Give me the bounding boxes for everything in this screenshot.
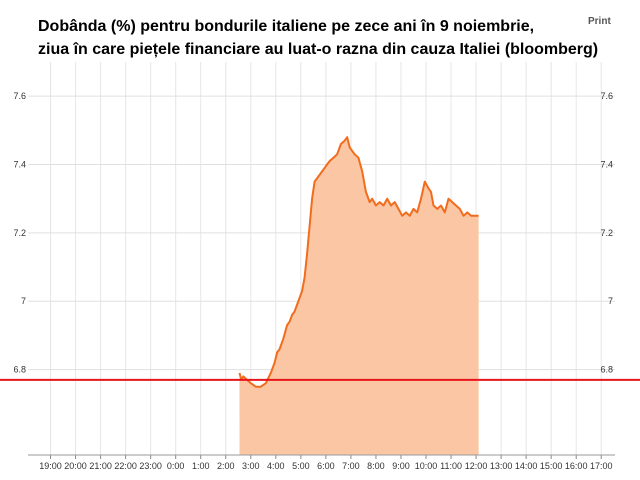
y-tick-label-right: 7.4 — [600, 160, 613, 170]
y-tick-labels-right: 6.8 7 7.2 7.4 7.6 — [600, 91, 613, 374]
x-tick-label: 13:00 — [490, 461, 513, 471]
y-tick-label-right: 7 — [608, 296, 613, 306]
x-tick-label: 12:00 — [465, 461, 488, 471]
x-tick-label: 4:00 — [267, 461, 285, 471]
x-tick-label: 21:00 — [89, 461, 112, 471]
axes — [28, 454, 615, 459]
y-tick-label-right: 7.6 — [600, 91, 613, 101]
x-tick-label: 15:00 — [540, 461, 563, 471]
y-tick-label-left: 7 — [21, 296, 26, 306]
y-tick-label-right: 6.8 — [600, 365, 613, 375]
x-tick-label: 0:00 — [167, 461, 185, 471]
x-tick-label: 20:00 — [64, 461, 87, 471]
x-tick-label: 2:00 — [217, 461, 235, 471]
chart-title-line-1: Dobânda (%) pentru bondurile italiene pe… — [38, 18, 534, 35]
x-tick-label: 10:00 — [415, 461, 438, 471]
area-layer — [238, 136, 479, 455]
y-tick-label-right: 7.2 — [600, 228, 613, 238]
y-tick-label-left: 7.6 — [13, 91, 26, 101]
x-tick-label: 6:00 — [317, 461, 335, 471]
x-tick-label: 23:00 — [139, 461, 162, 471]
x-tick-label: 5:00 — [292, 461, 310, 471]
x-tick-label: 22:00 — [114, 461, 137, 471]
x-tick-label: 9:00 — [392, 461, 410, 471]
print-link[interactable]: Print — [588, 16, 611, 27]
y-tick-labels-left: 6.8 7 7.2 7.4 7.6 — [13, 91, 26, 374]
x-tick-label: 19:00 — [39, 461, 62, 471]
chart-title: Dobânda (%) pentru bondurile italiene pe… — [38, 18, 598, 58]
x-tick-label: 3:00 — [242, 461, 260, 471]
x-tick-label: 11:00 — [440, 461, 462, 471]
series-area-fill — [239, 137, 479, 455]
x-tick-labels: 19:00 20:00 21:00 22:00 23:00 0:00 1:00 2:00 3:0… — [39, 461, 612, 471]
x-tick-label: 1:00 — [192, 461, 210, 471]
x-tick-label: 7:00 — [342, 461, 360, 471]
x-tick-label: 14:00 — [515, 461, 538, 471]
series-line — [238, 136, 479, 388]
x-tick-label: 17:00 — [590, 461, 613, 471]
y-tick-label-left: 7.4 — [13, 160, 26, 170]
x-tick-label: 8:00 — [367, 461, 385, 471]
chart-title-line-2: ziua în care piețele financiare au luat-… — [38, 41, 598, 58]
y-tick-label-left: 7.2 — [13, 228, 26, 238]
x-tick-label: 16:00 — [565, 461, 588, 471]
y-tick-label-left: 6.8 — [13, 365, 26, 375]
